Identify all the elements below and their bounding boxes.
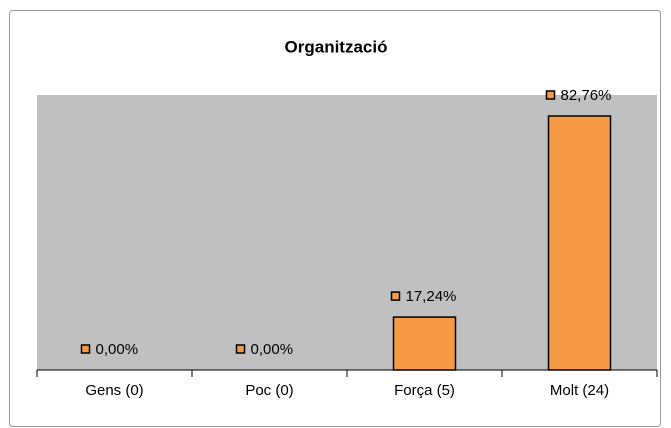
x-tick-label: Força (5) [394,382,455,399]
bar [547,115,612,371]
chart-title: Organització [285,37,388,56]
data-label: 82,76% [561,87,612,104]
x-tick-label: Gens (0) [85,382,143,399]
label-key [545,90,556,100]
x-tick-label: Poc (0) [245,382,293,399]
label-key [390,291,401,301]
data-label: 0,00% [251,341,294,358]
data-label: 0,00% [96,341,139,358]
x-tick-label: Molt (24) [550,382,609,399]
label-key [80,344,91,354]
data-label: 17,24% [406,288,457,305]
bar [392,316,457,371]
label-key [235,344,246,354]
